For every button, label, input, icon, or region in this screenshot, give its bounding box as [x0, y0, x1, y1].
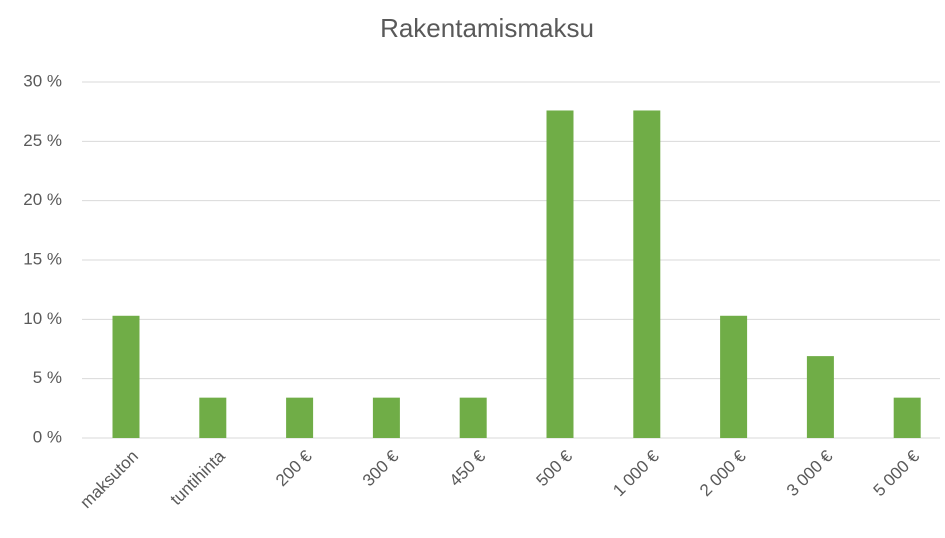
x-tick-label: 3 000 €	[783, 446, 837, 500]
x-tick-label: 5 000 €	[870, 446, 924, 500]
x-tick-label: tuntihinta	[167, 446, 230, 509]
x-tick-label: 300 €	[359, 446, 403, 490]
bar	[806, 356, 834, 438]
bar	[112, 315, 140, 438]
y-tick-label: 15 %	[23, 249, 62, 268]
y-tick-label: 5 %	[33, 368, 62, 387]
y-tick-label: 10 %	[23, 309, 62, 328]
bar	[546, 110, 574, 438]
x-tick-label: 2 000 €	[696, 446, 750, 500]
y-tick-label: 0 %	[33, 427, 62, 446]
bar	[633, 110, 661, 438]
x-tick-label: maksuton	[76, 447, 142, 513]
bar	[199, 397, 227, 438]
x-tick-label: 500 €	[532, 446, 576, 490]
bar	[720, 315, 748, 438]
y-tick-label: 25 %	[23, 131, 62, 150]
x-tick-label: 1 000 €	[609, 446, 663, 500]
chart-title: Rakentamismaksu	[380, 13, 594, 43]
x-tick-label: 450 €	[446, 446, 490, 490]
bar	[459, 397, 487, 438]
x-tick-label: 200 €	[272, 446, 316, 490]
y-tick-label: 30 %	[23, 71, 62, 90]
bar	[893, 397, 921, 438]
bar	[372, 397, 400, 438]
bar	[286, 397, 314, 438]
y-tick-label: 20 %	[23, 190, 62, 209]
